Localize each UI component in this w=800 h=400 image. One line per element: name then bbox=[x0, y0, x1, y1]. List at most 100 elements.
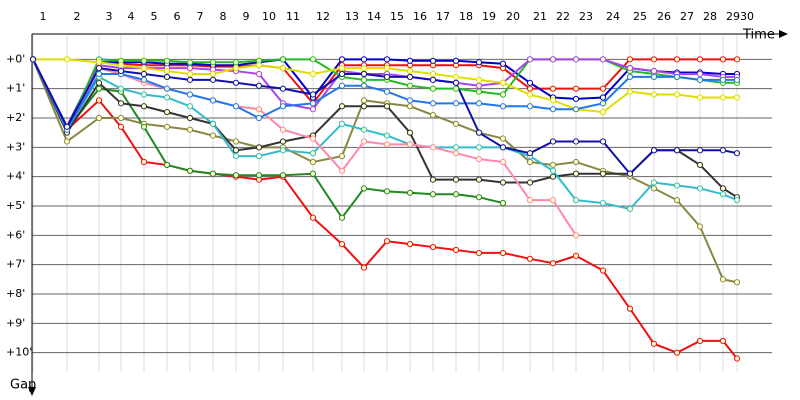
point bbox=[475, 176, 483, 183]
point bbox=[117, 62, 125, 69]
point bbox=[452, 120, 460, 127]
point bbox=[163, 123, 171, 130]
point bbox=[626, 88, 634, 95]
point bbox=[719, 185, 727, 192]
point bbox=[406, 82, 414, 89]
point bbox=[650, 73, 658, 81]
point bbox=[360, 76, 368, 83]
point bbox=[452, 73, 460, 81]
point bbox=[549, 197, 557, 204]
point bbox=[599, 170, 607, 177]
point bbox=[338, 241, 346, 248]
y-axis-arrow bbox=[28, 387, 36, 396]
point bbox=[452, 79, 460, 86]
point bbox=[309, 91, 317, 98]
point bbox=[673, 73, 681, 81]
point bbox=[526, 56, 534, 63]
series-line bbox=[32, 58, 737, 130]
point bbox=[406, 189, 414, 196]
x-tick-label: 24 bbox=[606, 10, 620, 23]
point bbox=[733, 355, 741, 362]
point bbox=[499, 91, 507, 98]
x-tick-label: 2 bbox=[74, 10, 81, 23]
point bbox=[383, 88, 391, 95]
point bbox=[499, 79, 507, 86]
point bbox=[117, 67, 125, 75]
point bbox=[733, 76, 741, 83]
point bbox=[383, 238, 391, 245]
point bbox=[360, 138, 368, 145]
x-tick-label: 14 bbox=[367, 10, 381, 23]
point bbox=[406, 67, 414, 75]
point bbox=[452, 85, 460, 92]
point bbox=[255, 153, 263, 160]
x-tick-label: 11 bbox=[286, 10, 300, 23]
point bbox=[338, 167, 346, 174]
point bbox=[696, 223, 704, 230]
point bbox=[309, 100, 317, 107]
point bbox=[95, 65, 103, 72]
point bbox=[209, 170, 217, 177]
point bbox=[279, 103, 287, 110]
y-tick-label: +6' bbox=[6, 228, 25, 241]
series-line bbox=[32, 58, 504, 220]
point bbox=[279, 65, 287, 72]
point bbox=[475, 194, 483, 201]
point bbox=[255, 172, 263, 179]
point bbox=[279, 138, 287, 145]
point bbox=[63, 56, 71, 63]
point bbox=[499, 199, 507, 207]
point bbox=[140, 65, 148, 72]
point bbox=[733, 150, 741, 157]
point bbox=[163, 57, 171, 64]
point bbox=[360, 56, 368, 63]
point bbox=[429, 144, 437, 151]
x-tick-label: 22 bbox=[556, 10, 570, 23]
point bbox=[626, 65, 634, 72]
point bbox=[255, 62, 263, 69]
y-tick-label: +8' bbox=[6, 287, 25, 300]
point bbox=[360, 264, 368, 271]
point bbox=[309, 158, 317, 166]
point bbox=[549, 173, 557, 180]
point bbox=[429, 191, 437, 198]
point bbox=[673, 182, 681, 189]
point bbox=[255, 106, 263, 113]
point bbox=[696, 56, 704, 63]
point bbox=[209, 97, 217, 104]
x-tick-label: 20 bbox=[506, 10, 520, 23]
x-tick-label: 5 bbox=[151, 10, 158, 23]
point bbox=[599, 100, 607, 107]
point bbox=[549, 138, 557, 145]
point bbox=[572, 232, 580, 239]
series-line bbox=[32, 58, 737, 133]
point bbox=[309, 135, 317, 142]
point bbox=[279, 85, 287, 92]
x-tick-label: 10 bbox=[262, 10, 276, 23]
point bbox=[117, 100, 125, 107]
point bbox=[338, 153, 346, 160]
point bbox=[499, 179, 507, 186]
point bbox=[429, 57, 437, 64]
point bbox=[626, 170, 634, 177]
point bbox=[360, 126, 368, 133]
point bbox=[499, 135, 507, 142]
point bbox=[209, 70, 217, 78]
point bbox=[29, 56, 37, 63]
x-tick-label: 13 bbox=[345, 10, 359, 23]
y-tick-label: +1' bbox=[6, 82, 25, 95]
point bbox=[452, 246, 460, 254]
point bbox=[163, 67, 171, 75]
point bbox=[383, 65, 391, 72]
point bbox=[406, 129, 414, 136]
y-tick-label: +3' bbox=[6, 140, 25, 153]
point bbox=[626, 56, 634, 63]
point bbox=[526, 179, 534, 186]
point bbox=[360, 70, 368, 78]
y-tick-label: +2' bbox=[6, 111, 25, 124]
point bbox=[338, 82, 346, 89]
point bbox=[475, 144, 483, 151]
y-tick-label: +10' bbox=[6, 346, 32, 359]
series-line bbox=[32, 58, 738, 284]
point bbox=[186, 70, 194, 78]
